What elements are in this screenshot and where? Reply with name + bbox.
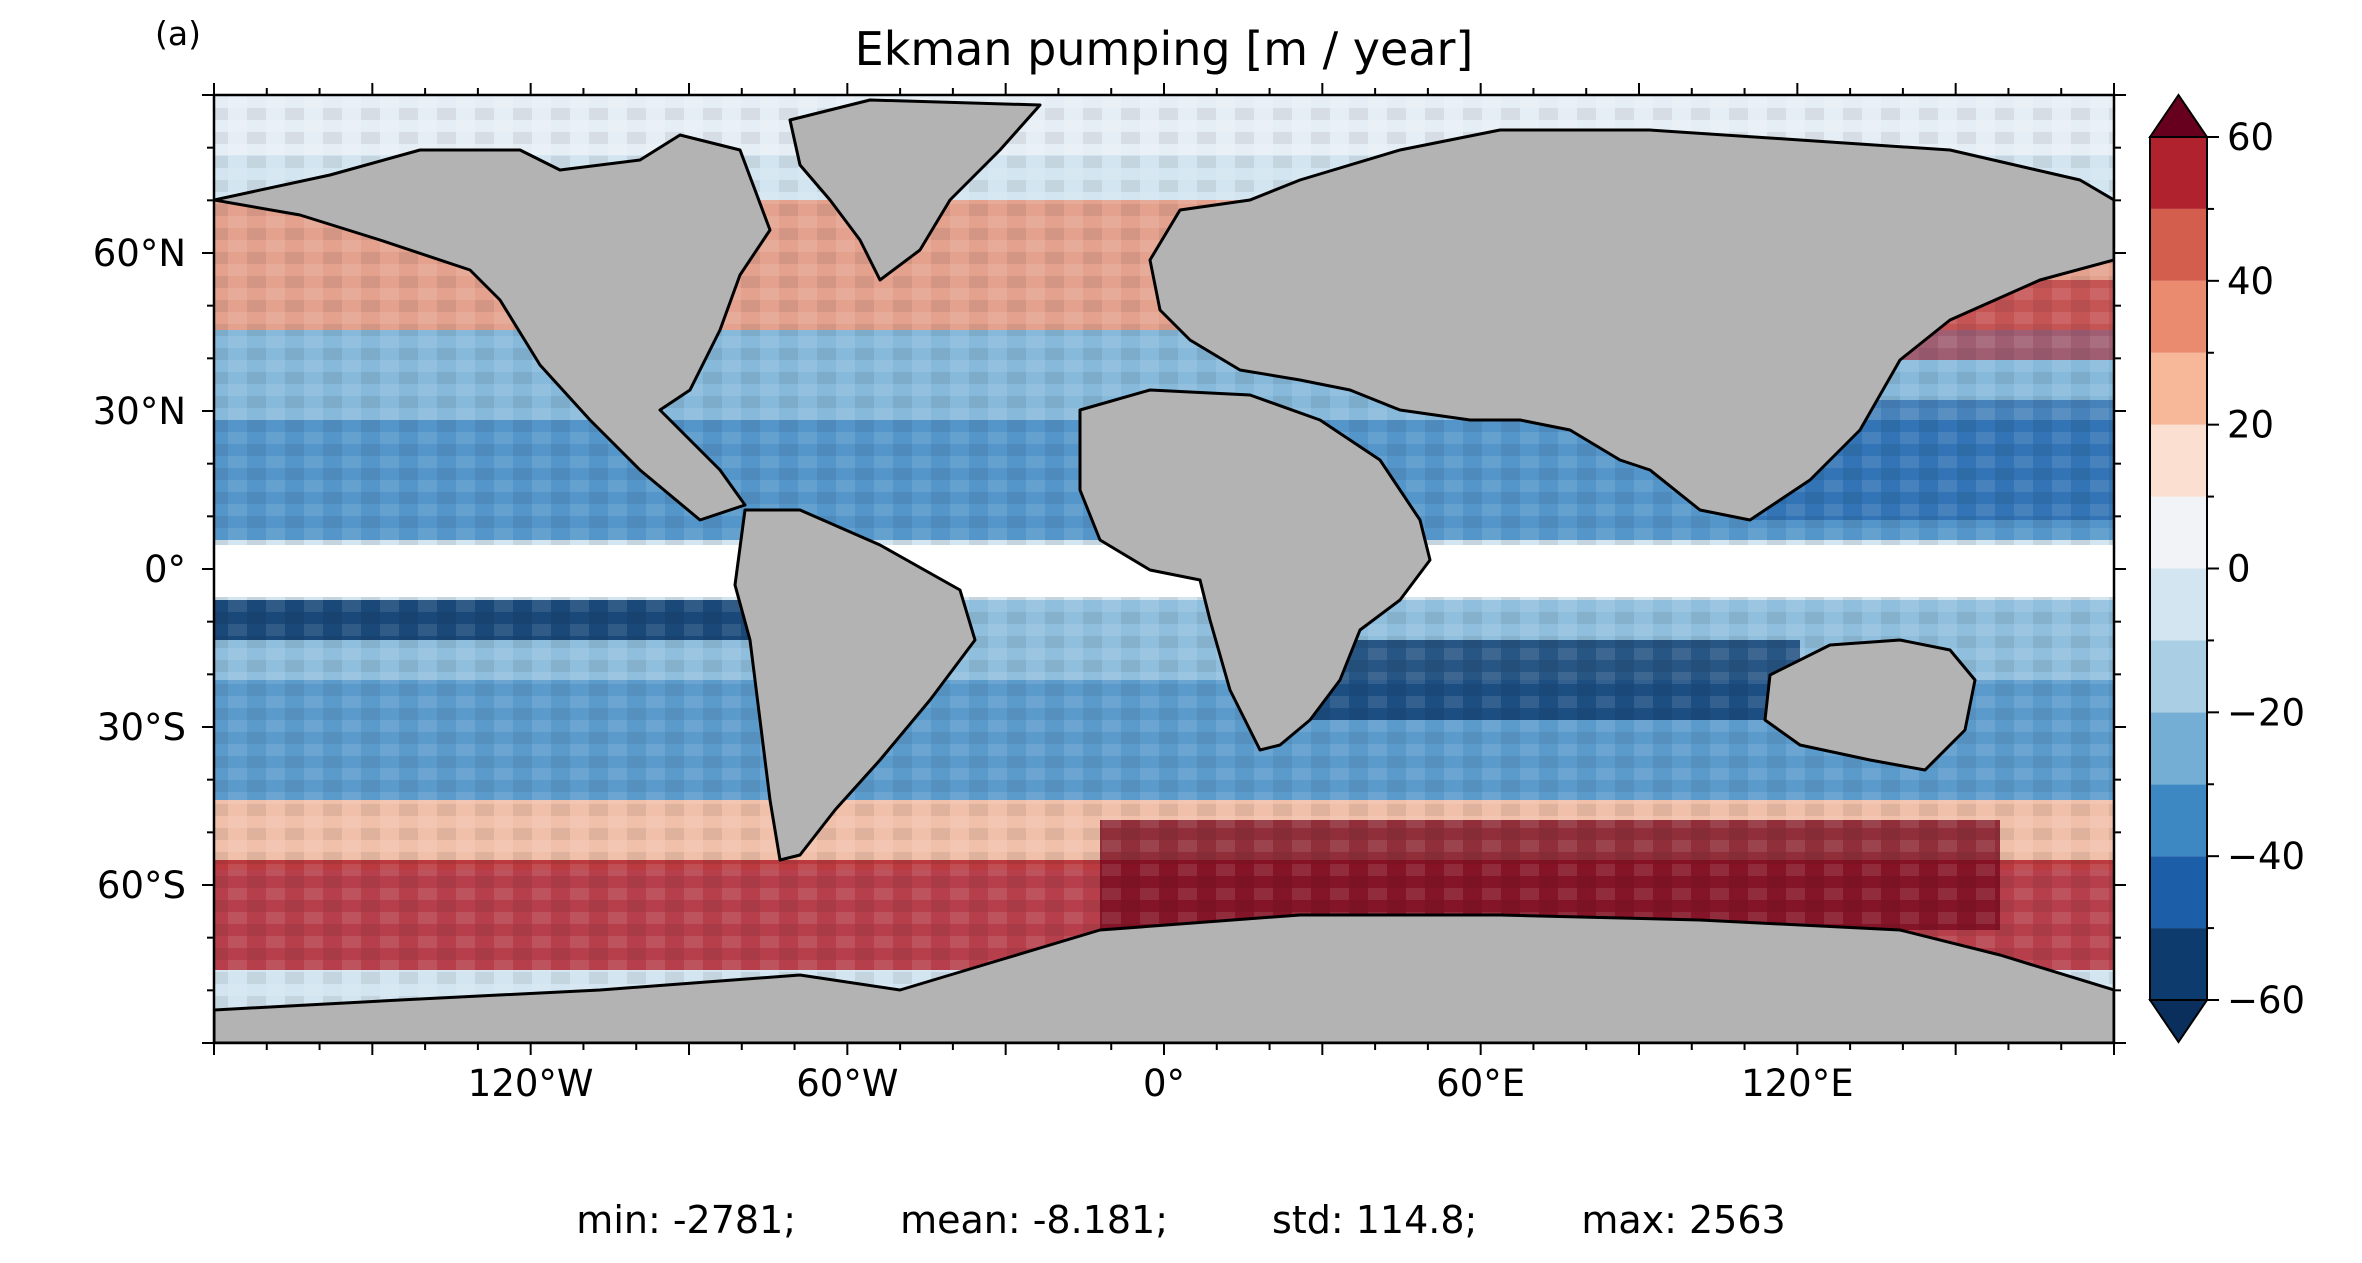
x-tick-label: 60°W <box>796 1062 898 1105</box>
colorbar-segment <box>2150 784 2207 857</box>
south-america-land <box>733 508 977 862</box>
colorbar-tick-label: 60 <box>2227 116 2274 159</box>
y-tick-label: 30°S <box>97 706 186 749</box>
colorbar-segment <box>2150 137 2207 209</box>
north-america-land <box>214 133 772 522</box>
australia-land <box>1763 638 1977 772</box>
x-tick-label: 120°W <box>468 1062 594 1105</box>
chart-title: Ekman pumping [m / year] <box>854 22 1474 76</box>
colorbar-segment <box>2150 424 2207 497</box>
map-axis-ticks: 120°W 60°W 0° 60°E 120°E 60°N 30°N 0° 30°S 60°S <box>93 83 2126 1105</box>
colorbar-tick-label: 40 <box>2227 260 2274 303</box>
colorbar-tick-label: 0 <box>2227 548 2251 591</box>
stat-mean: mean: -8.181; <box>900 1198 1169 1242</box>
colorbar: 60 40 20 0 −20 −40 −60 <box>2148 93 2305 1044</box>
colorbar-tick-label: 20 <box>2227 404 2274 447</box>
colorbar-tick-label: −60 <box>2227 979 2305 1022</box>
stat-min: min: -2781; <box>576 1198 797 1242</box>
colorbar-extend-max <box>2148 93 2209 138</box>
colorbar-segment <box>2150 208 2207 281</box>
colorbar-segment <box>2150 640 2207 713</box>
x-tick-label: 0° <box>1143 1062 1185 1105</box>
colorbar-extend-min <box>2148 999 2209 1044</box>
colorbar-segment <box>2150 280 2207 353</box>
greenland-land <box>788 98 1042 282</box>
antarctica-land <box>214 913 2114 1043</box>
colorbar-segment <box>2150 712 2207 785</box>
colorbar-segment <box>2150 496 2207 569</box>
colorbar-segment <box>2150 856 2207 929</box>
map-field <box>214 95 2114 1043</box>
panel-label: (a) <box>155 14 201 53</box>
stat-max: max: 2563 <box>1581 1198 1786 1242</box>
y-tick-label: 60°N <box>93 232 186 275</box>
africa-land <box>1078 388 1432 752</box>
europe-asia-land <box>1148 128 2114 522</box>
colorbar-tick-label: −20 <box>2227 691 2305 734</box>
colorbar-tick-label: −40 <box>2227 835 2305 878</box>
y-tick-label: 0° <box>144 548 186 591</box>
y-tick-label: 60°S <box>97 864 186 907</box>
colorbar-segment <box>2150 928 2207 1000</box>
y-tick-label: 30°N <box>93 390 186 433</box>
stat-std: std: 114.8; <box>1272 1198 1478 1242</box>
x-tick-label: 60°E <box>1436 1062 1525 1105</box>
colorbar-segment <box>2150 352 2207 425</box>
colorbar-segment <box>2150 568 2207 641</box>
x-tick-label: 120°E <box>1741 1062 1854 1105</box>
stats-line: min: -2781; mean: -8.181; std: 114.8; max: … <box>0 1198 2362 1242</box>
